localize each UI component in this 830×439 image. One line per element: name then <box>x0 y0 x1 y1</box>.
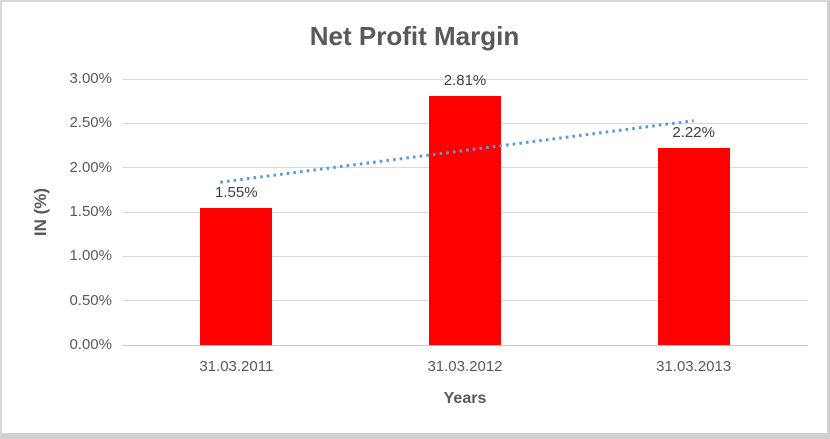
bar-2 <box>429 95 501 345</box>
data-label: 2.81% <box>443 71 487 89</box>
data-label: 2.22% <box>672 124 715 142</box>
plot-area: 0.00% 0.50% 1.00% 1.50% 2.00% 2.50% 3.00% 31.03… <box>2 2 827 433</box>
x-tick-label: 31.03.2013 <box>656 358 732 375</box>
y-tick-label: 1.50% <box>69 203 112 220</box>
x-tick-label: 31.03.2012 <box>427 358 503 375</box>
y-tick-label: 2.50% <box>69 114 112 132</box>
gridline <box>122 78 808 80</box>
gridline <box>122 344 808 346</box>
chart-title: Net Profit Margin <box>309 21 520 51</box>
data-label: 1.55% <box>215 183 258 201</box>
x-tick-label: 31.03.2011 <box>199 358 274 375</box>
y-tick-label: 3.00% <box>69 70 112 87</box>
y-tick-label: 0.50% <box>69 291 112 309</box>
y-tick-label: 2.00% <box>69 158 112 176</box>
bar-3 <box>657 148 730 345</box>
x-axis-title: Years <box>443 390 487 407</box>
bar-1 <box>200 207 273 345</box>
y-tick-label: 1.00% <box>69 247 112 265</box>
y-tick-label: 0.00% <box>69 336 112 353</box>
